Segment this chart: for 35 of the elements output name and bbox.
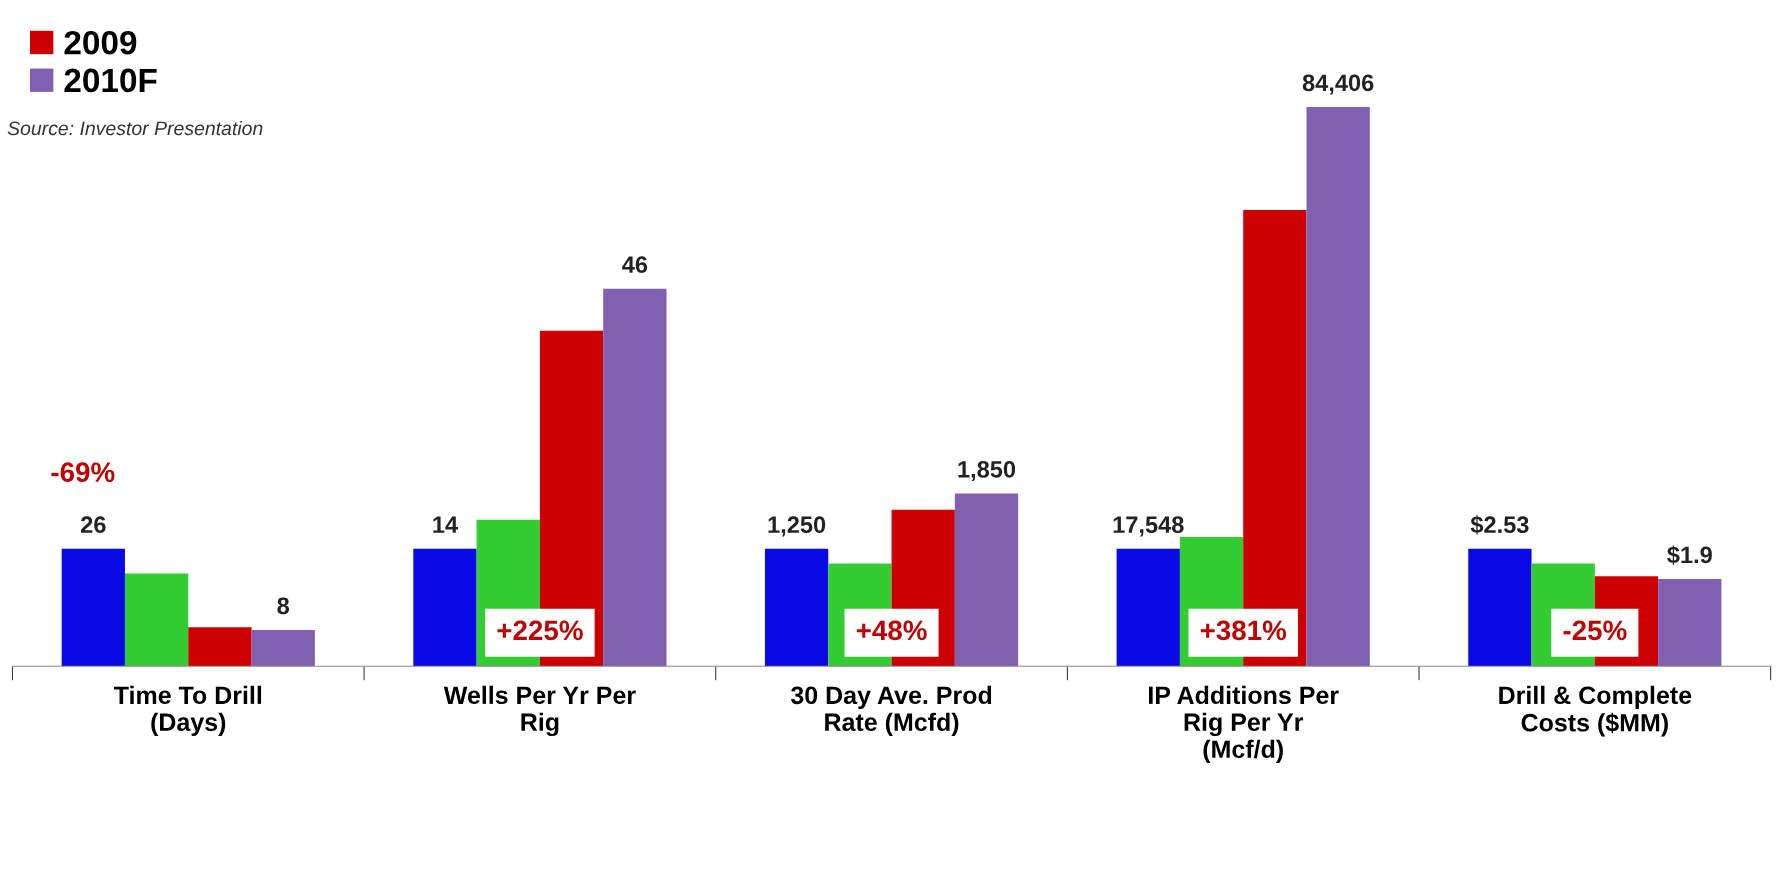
x-tick-label: 30 Day Ave. Prod Rate (Mcfd): [790, 685, 992, 736]
bar: [1116, 548, 1180, 667]
bar: [1658, 579, 1722, 667]
bar: [954, 493, 1019, 667]
bar: [1306, 106, 1370, 667]
annotation: 8: [277, 597, 290, 615]
bar: [124, 573, 189, 667]
bar: [251, 629, 315, 667]
x-tick-label: IP Additions Per Rig Per Yr (Mcf/d): [1149, 685, 1339, 764]
bar: [603, 288, 667, 667]
x-tick-label: Time To Drill (Days): [113, 685, 262, 736]
annotation: -69%: [51, 462, 115, 482]
annotation: +225%: [497, 620, 583, 641]
annotation: 46: [622, 256, 648, 273]
bar: [188, 627, 252, 667]
bar: [1468, 548, 1532, 667]
annotation: 1,850: [958, 460, 1016, 482]
annotation: +48%: [856, 620, 927, 641]
annotation: $2.53: [1470, 515, 1529, 535]
text: 84,406: [1302, 74, 1374, 95]
legend-label: 2010F: [64, 68, 157, 93]
bar: [61, 548, 125, 667]
legend-label: 2009: [64, 30, 137, 55]
annotation: 26: [81, 516, 106, 534]
bar: [764, 548, 829, 667]
x-tick-label: Wells Per Yr Per Rig: [443, 685, 636, 737]
bar: [413, 548, 477, 667]
annotation: +381%: [1200, 620, 1287, 641]
annotation: 14: [433, 516, 458, 533]
annotation: -25%: [1563, 620, 1627, 641]
annotation: 1,250: [768, 516, 826, 537]
annotation: Source: Investor Presentation: [7, 120, 263, 136]
annotation: 17,548: [1113, 516, 1184, 537]
annotation: $1.9: [1667, 545, 1712, 565]
x-tick-label: Drill & Complete Costs ($MM): [1499, 685, 1692, 737]
